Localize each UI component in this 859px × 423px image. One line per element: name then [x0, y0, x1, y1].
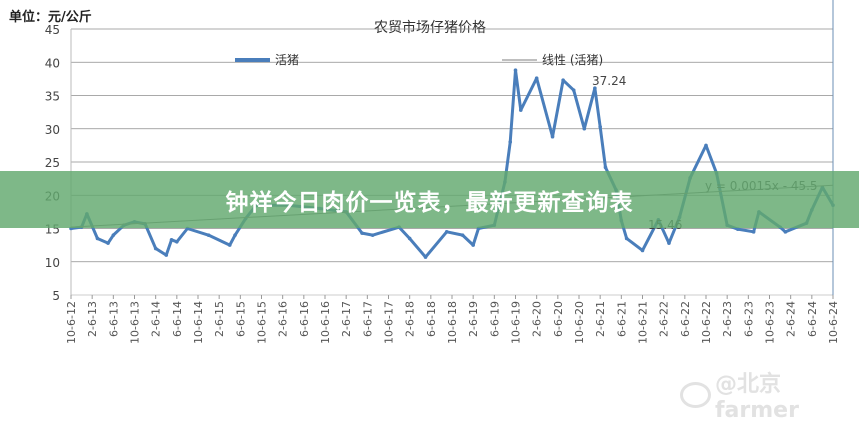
x-tick-label: 10-6-17 — [383, 301, 396, 344]
data-point — [471, 243, 475, 247]
x-tick-label: 10-6-16 — [319, 301, 332, 344]
x-tick-label: 2-6-21 — [594, 301, 607, 337]
x-tick-label: 6-6-17 — [361, 301, 374, 337]
x-tick-label: 6-6-23 — [742, 301, 755, 337]
data-point — [227, 243, 232, 247]
x-tick-label: 2-6-24 — [785, 301, 798, 337]
x-tick-label: 10-6-19 — [510, 301, 523, 344]
watermark-text: @北京farmer — [714, 372, 799, 423]
x-tick-label: 2-6-19 — [467, 301, 480, 337]
x-tick-label: 6-6-21 — [615, 301, 628, 337]
x-tick-label: 2-6-23 — [721, 301, 734, 337]
watermark: @北京farmer — [680, 366, 859, 423]
x-tick-label: 2-6-13 — [86, 301, 99, 337]
data-point — [624, 236, 629, 241]
series-line-live-pig — [70, 68, 835, 259]
y-tick-label: 45 — [45, 23, 60, 37]
x-tick-label: 2-6-15 — [213, 301, 226, 337]
x-tick-label: 6-6-24 — [806, 301, 819, 337]
x-tick-label: 10-6-20 — [573, 301, 586, 344]
data-point — [95, 236, 100, 241]
y-tick-label: 5 — [52, 289, 60, 303]
data-point — [598, 124, 602, 129]
x-tick-label: 10-6-14 — [192, 301, 205, 344]
x-tick-label: 6-6-13 — [107, 301, 120, 337]
y-tick-label: 25 — [45, 156, 60, 170]
x-tick-label: 2-6-17 — [340, 301, 353, 337]
x-tick-label: 10-6-21 — [637, 301, 650, 344]
weibo-icon — [680, 381, 711, 408]
legend-label-trendline: 线性 (活猪) — [542, 53, 603, 67]
y-tick-label: 35 — [45, 90, 60, 104]
data-point — [111, 233, 116, 237]
headline-text: 钟祥今日肉价一览表，最新更新查询表 — [225, 189, 634, 216]
x-tick-label: 10-6-23 — [764, 301, 777, 344]
data-point — [360, 231, 364, 235]
x-tick-label: 2-6-18 — [404, 301, 417, 337]
data-point — [407, 236, 412, 241]
y-tick-label: 30 — [45, 123, 60, 137]
data-point — [640, 248, 645, 253]
data-point — [571, 88, 576, 92]
data-point — [106, 241, 110, 245]
data-point — [423, 255, 428, 259]
x-tick-label: 2-6-16 — [277, 301, 290, 337]
x-tick-label: 6-6-14 — [171, 301, 184, 337]
x-tick-label: 2-6-20 — [531, 301, 544, 337]
data-point — [735, 227, 740, 231]
data-point — [603, 165, 608, 170]
data-point — [783, 230, 788, 234]
data-point — [153, 246, 158, 251]
data-point — [550, 134, 555, 139]
x-tick-label: 2-6-22 — [658, 301, 671, 337]
x-tick-label: 6-6-22 — [679, 301, 692, 337]
data-point — [370, 233, 375, 237]
x-tick-label: 10-6-22 — [700, 301, 713, 344]
x-tick-label: 6-6-18 — [425, 301, 438, 337]
data-point — [206, 233, 211, 237]
data-point — [582, 126, 587, 131]
data-point — [164, 253, 169, 257]
data-point — [704, 143, 708, 148]
x-tick-label: 6-6-16 — [298, 301, 311, 337]
unit-label: 单位：元/公斤 — [9, 10, 92, 25]
data-point — [169, 238, 174, 242]
headline-banner: 钟祥今日肉价一览表，最新更新查询表 — [0, 171, 859, 228]
data-point — [561, 78, 565, 83]
data-point — [460, 233, 465, 237]
x-tick-label: 6-6-19 — [488, 301, 501, 337]
x-tick-label: 2-6-14 — [150, 301, 163, 337]
data-point — [534, 76, 539, 81]
legend-label-live-pig: 活猪 — [275, 53, 299, 67]
x-tick-label: 6-6-20 — [552, 301, 565, 337]
data-point — [751, 230, 756, 234]
x-tick-label: 10-6-12 — [65, 301, 78, 344]
x-tick-label: 6-6-15 — [234, 301, 247, 337]
data-point — [508, 140, 513, 144]
x-tick-label: 10-6-24 — [827, 301, 840, 344]
x-tick-label: 10-6-13 — [129, 301, 142, 344]
data-point — [175, 240, 179, 244]
data-point — [444, 230, 449, 234]
chart-title: 农贸市场仔猪价格 — [374, 19, 486, 36]
data-point — [667, 241, 671, 245]
data-point — [233, 233, 237, 237]
data-point — [593, 86, 597, 90]
data-point — [518, 108, 523, 112]
y-tick-label: 40 — [45, 56, 60, 70]
x-tick-label: 10-6-18 — [446, 301, 459, 344]
annotation-max: 37.24 — [592, 74, 626, 88]
x-tick-label: 10-6-15 — [256, 301, 269, 344]
y-tick-label: 10 — [45, 256, 60, 270]
data-point — [513, 68, 518, 73]
